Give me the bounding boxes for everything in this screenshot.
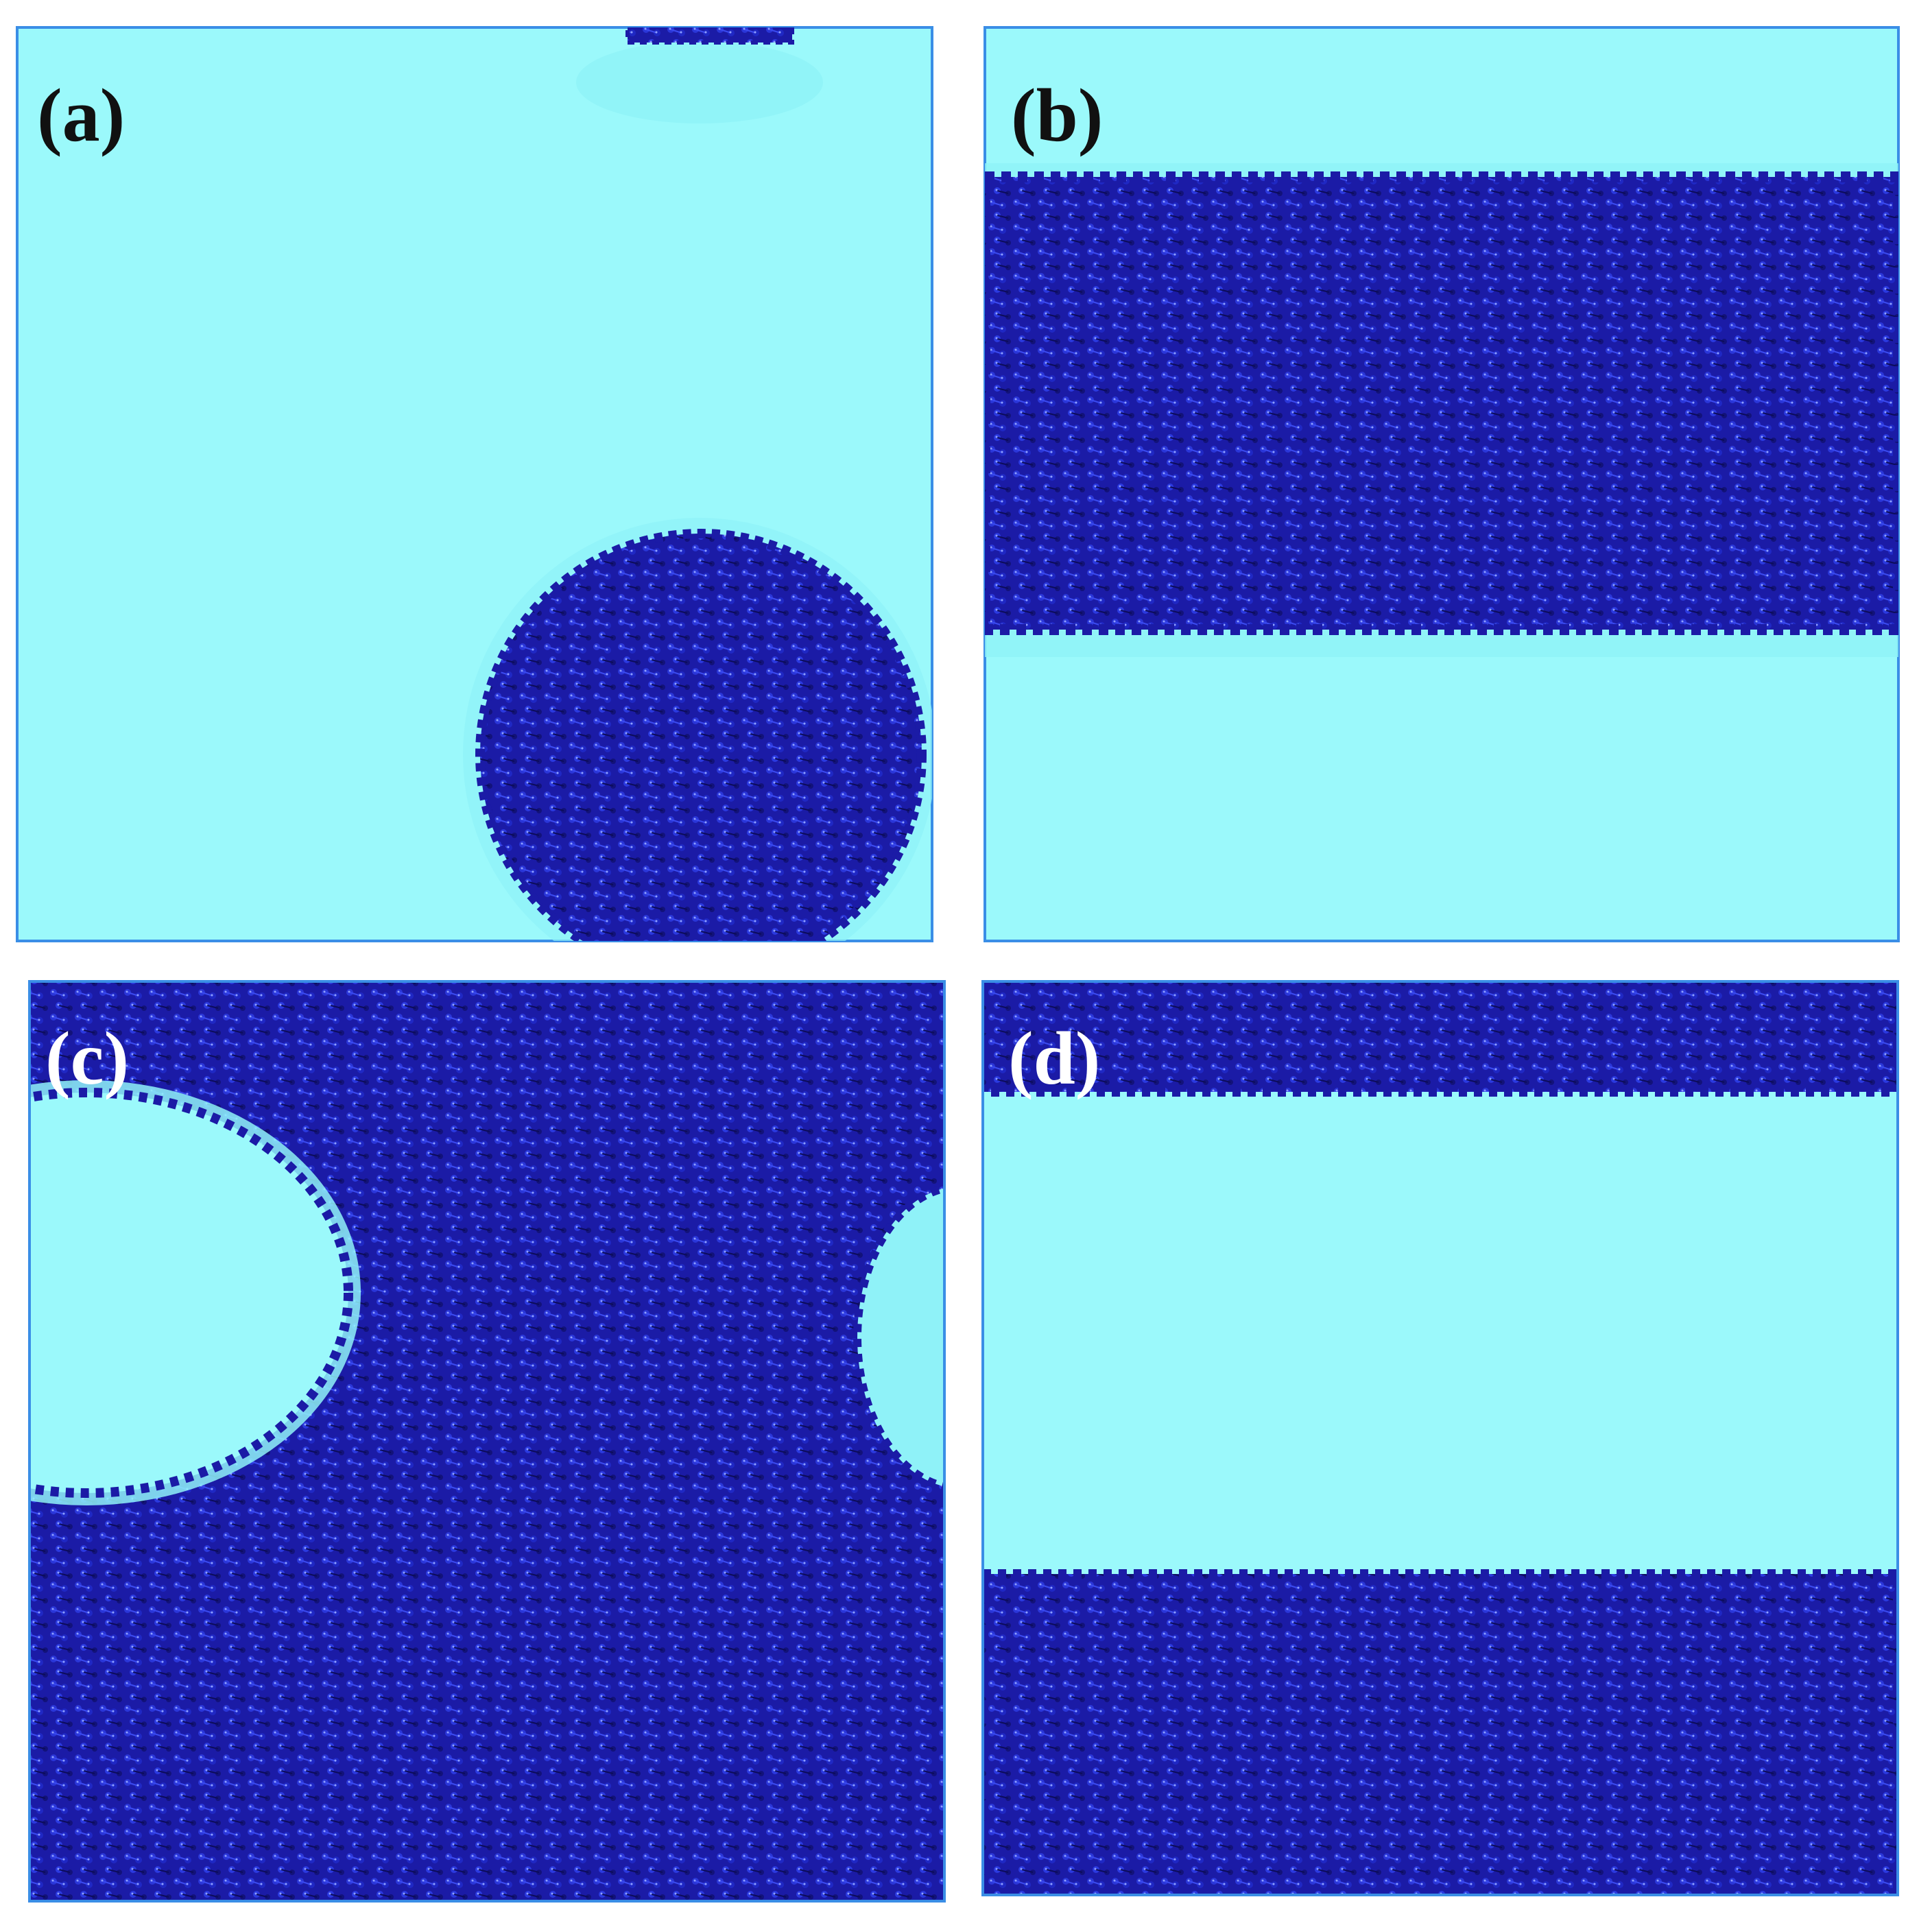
panel-b: (b) — [984, 26, 1900, 942]
panel-label: (d) — [1008, 1016, 1100, 1100]
panel-label: (a) — [37, 73, 125, 157]
panel-label: (b) — [1011, 73, 1103, 157]
panel-c: (c) — [28, 980, 946, 1903]
panel-a: (a) — [16, 26, 933, 942]
panel-label: (c) — [45, 1016, 129, 1100]
panel-d: (d) — [981, 980, 1899, 1896]
